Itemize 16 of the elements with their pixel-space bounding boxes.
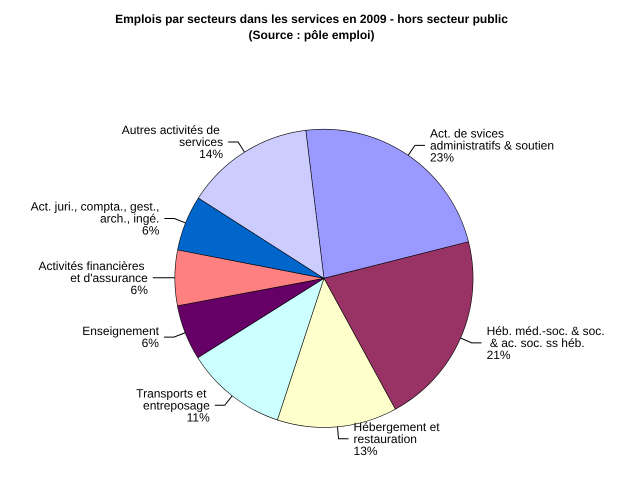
slice-label: Héb. méd.-soc. & soc. & ac. soc. ss héb.: [486, 324, 605, 350]
slice-label: Act. de svices administratifs & soutien: [430, 126, 554, 152]
slice-label: Autres activités de services: [122, 123, 224, 149]
slice-label: Act. juri., compta., gest., arch., ingé.: [30, 199, 160, 226]
data-label: 6%: [130, 282, 148, 297]
data-label: 21%: [486, 348, 511, 362]
chart-title: Emplois par secteurs dans les services en 2009 - hors secteur public: [115, 12, 508, 26]
chart-subtitle: (Source : pôle emploi): [248, 28, 375, 42]
data-label: 23%: [430, 150, 454, 164]
slice-label: Enseignement: [82, 324, 160, 338]
data-label: 14%: [199, 147, 224, 161]
data-label: 6%: [142, 336, 160, 350]
slice-label: Transports et entreposage: [136, 386, 210, 412]
slice-label: Activités financières et d'assurance: [38, 258, 148, 285]
slice-label: Hébergement et restauration: [354, 420, 443, 446]
data-label: 13%: [354, 444, 378, 458]
